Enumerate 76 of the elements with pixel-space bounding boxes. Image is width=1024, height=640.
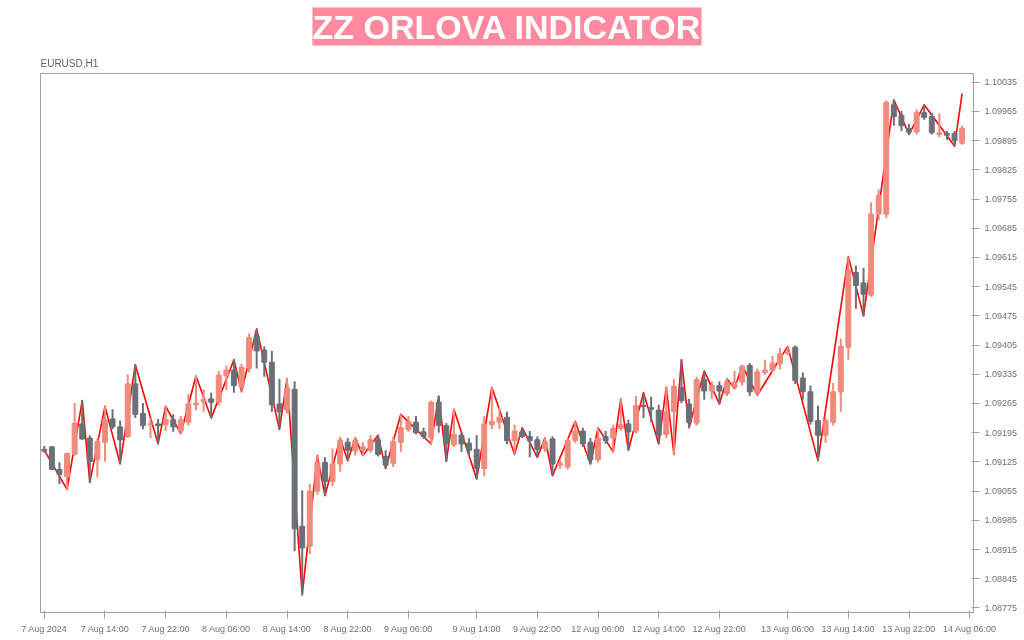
x-tick-label: 13 Aug 14:00 <box>821 623 875 634</box>
y-tick-label: 1.09195 <box>984 427 1018 438</box>
candlestick <box>321 456 328 497</box>
candlestick <box>390 435 397 468</box>
x-tick-label: 12 Aug 22:00 <box>692 623 746 634</box>
y-tick-label: 1.09475 <box>984 310 1018 321</box>
candlestick <box>504 410 510 445</box>
candlestick <box>663 386 670 440</box>
candlestick <box>610 423 617 453</box>
candlestick <box>595 426 601 464</box>
x-tick-label: 8 Aug 14:00 <box>262 623 311 634</box>
candlestick <box>959 124 966 146</box>
candlestick <box>200 388 207 413</box>
candlestick <box>139 402 146 431</box>
x-tick-label: 9 Aug 06:00 <box>384 623 433 634</box>
candlestick <box>473 434 480 480</box>
candlestick <box>64 451 71 491</box>
y-tick-label: 1.09055 <box>984 486 1018 497</box>
candlestick <box>928 111 935 136</box>
candlestick <box>375 434 382 458</box>
candlestick <box>450 408 457 448</box>
y-tick-label: 1.09685 <box>984 223 1018 234</box>
x-tick-label: 13 Aug 22:00 <box>882 623 936 634</box>
y-tick-label: 1.09545 <box>984 281 1018 292</box>
candlestick <box>344 437 351 462</box>
x-tick-label: 8 Aug 06:00 <box>202 623 251 634</box>
candlestick <box>79 399 86 441</box>
y-tick-label: 1.09895 <box>984 135 1018 146</box>
candlestick <box>625 418 632 452</box>
candlestick <box>936 112 943 139</box>
x-tick-label: 9 Aug 14:00 <box>452 623 501 634</box>
candlestick <box>86 434 93 484</box>
y-tick-label: 1.08845 <box>984 573 1018 584</box>
candlestick <box>162 405 169 433</box>
y-tick-label: 1.09405 <box>984 340 1018 351</box>
chart-subtitle: EURUSD,H1 <box>40 57 99 69</box>
candlestick <box>701 369 708 401</box>
y-tick-label: 1.09615 <box>984 252 1018 263</box>
y-tick-label: 1.08915 <box>984 544 1018 555</box>
x-tick-label: 12 Aug 06:00 <box>571 623 625 634</box>
y-tick-label: 1.09755 <box>984 194 1018 205</box>
x-tick-label: 9 Aug 22:00 <box>513 623 562 634</box>
candlestick <box>511 423 518 456</box>
x-tick-label: 13 Aug 06:00 <box>760 623 814 634</box>
candlestick <box>329 447 336 488</box>
candlestick <box>648 395 655 424</box>
candlestick <box>799 371 806 401</box>
y-tick-label: 1.09265 <box>984 398 1018 409</box>
candlestick <box>617 397 624 433</box>
candlestick <box>754 367 761 397</box>
candlestick <box>208 391 215 420</box>
y-tick-label: 1.08985 <box>984 515 1018 526</box>
x-tick-label: 14 Aug 06:00 <box>942 623 996 634</box>
candlestick <box>284 377 290 415</box>
candlestick <box>147 417 154 440</box>
candlestick <box>230 358 237 394</box>
y-tick-label: 1.09335 <box>984 369 1018 380</box>
x-tick-label: 12 Aug 14:00 <box>631 623 685 634</box>
y-tick-label: 1.10035 <box>984 77 1018 88</box>
candlestick <box>155 417 162 445</box>
candlestick <box>337 437 344 473</box>
y-tick-label: 1.09965 <box>984 106 1018 117</box>
y-tick-label: 1.09825 <box>984 164 1018 175</box>
candlestick <box>678 358 685 405</box>
candlestick <box>640 391 647 420</box>
x-tick-label: 7 Aug 2024 <box>21 623 67 634</box>
candlestick <box>382 449 389 470</box>
x-tick-label: 8 Aug 22:00 <box>323 623 372 634</box>
candlestick <box>686 397 693 429</box>
x-tick-label: 7 Aug 22:00 <box>141 623 190 634</box>
candlestick <box>913 108 920 136</box>
y-tick-label: 1.08775 <box>984 602 1018 613</box>
candlestick <box>716 380 723 405</box>
y-tick-label: 1.09125 <box>984 456 1018 467</box>
x-tick-label: 7 Aug 14:00 <box>80 623 129 634</box>
chart-title: ZZ ORLOVA INDICATOR <box>312 7 701 46</box>
